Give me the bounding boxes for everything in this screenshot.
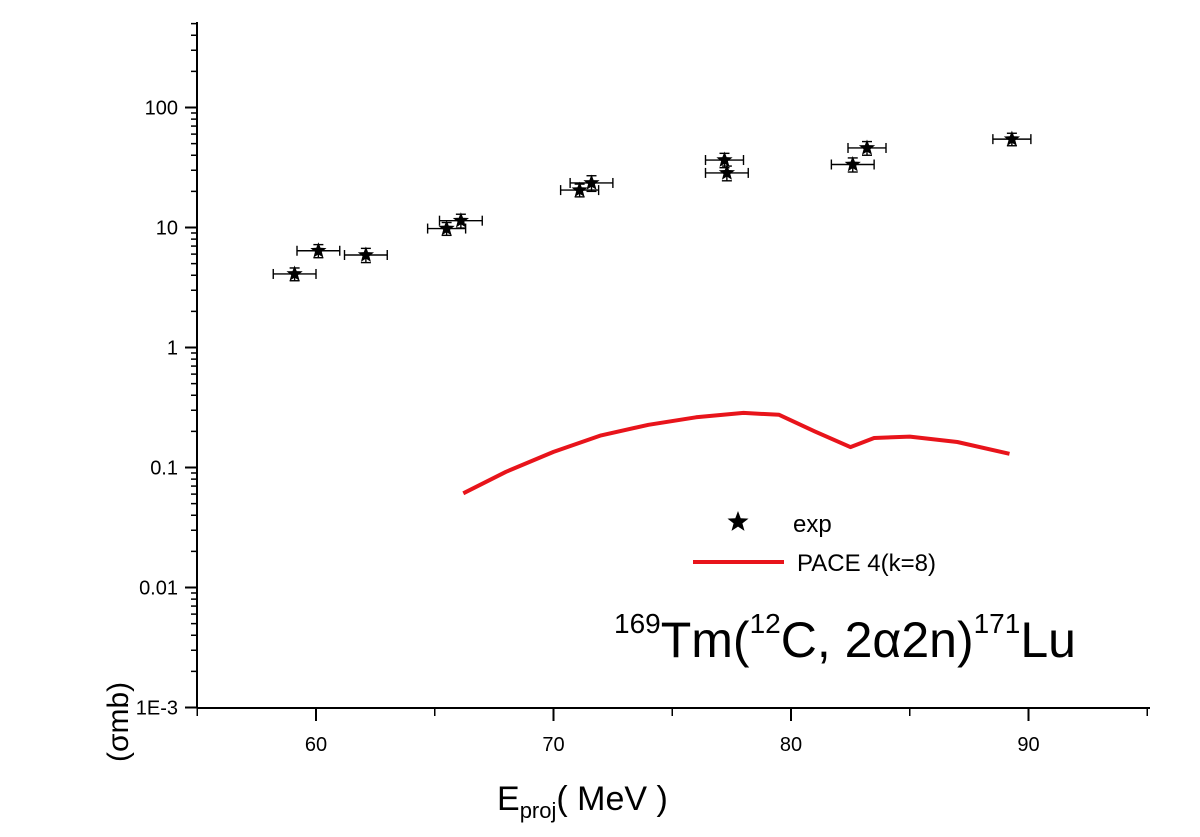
y-tick-label: 1: [167, 338, 178, 360]
exp-data-point: [830, 156, 875, 173]
y-tick-label: 100: [145, 98, 178, 120]
y-tick-label: 10: [156, 218, 178, 240]
star-marker: [357, 246, 374, 262]
star-marker: [438, 220, 455, 236]
exp-series: [272, 130, 1032, 282]
exp-data-point: [847, 139, 887, 156]
exp-data-point: [569, 174, 614, 193]
exp-data-point: [296, 242, 341, 259]
star-marker: [844, 156, 861, 172]
star-marker: [452, 212, 469, 228]
x-axis-label: Eproj( MeV ): [497, 780, 668, 823]
exp-data-point: [438, 212, 483, 229]
y-axis-label: (σmb): [102, 682, 135, 762]
y-ticks: 1E-3 0.01 0.1 1 10 100: [136, 22, 197, 720]
exp-data-point: [992, 130, 1032, 147]
x-axis-label-main: E: [497, 780, 520, 818]
star-marker: [310, 242, 327, 258]
reaction-text-part: Lu: [1020, 612, 1076, 668]
pace4-series: [462, 410, 1010, 496]
reaction-annotation: 169Tm(12C, 2α2n)171Lu: [614, 608, 1076, 668]
y-tick-label: 1E-3: [136, 698, 178, 720]
legend-item-exp: exp: [727, 511, 832, 538]
star-marker: [716, 151, 733, 167]
star-marker: [571, 181, 588, 197]
exp-data-point: [704, 164, 749, 182]
legend: exp PACE 4(k=8): [693, 511, 936, 577]
exp-data-point: [272, 265, 317, 282]
reaction-superscript: 12: [750, 608, 781, 639]
pace4-line: [462, 410, 1010, 496]
x-axis: 60 70 80 90: [196, 707, 1150, 756]
y-axis: 1E-3 0.01 0.1 1 10 100: [136, 22, 198, 720]
legend-label-pace4: PACE 4(k=8): [797, 550, 936, 577]
y-tick-label: 0.1: [150, 458, 178, 480]
y-tick-label: 0.01: [139, 578, 178, 600]
reaction-text-part: C, 2α2n): [781, 612, 974, 668]
x-tick-label: 80: [780, 734, 802, 756]
reaction-superscript: 171: [974, 608, 1021, 639]
legend-item-pace4: PACE 4(k=8): [693, 550, 936, 577]
reaction-superscript: 169: [614, 608, 661, 639]
x-ticks: 60 70 80 90: [196, 708, 1148, 756]
reaction-text-part: Tm(: [661, 612, 750, 668]
exp-data-point: [704, 151, 745, 169]
star-marker: [858, 139, 876, 155]
star-marker: [286, 265, 303, 281]
x-tick-label: 70: [542, 734, 564, 756]
star-marker: [583, 174, 600, 190]
x-axis-label-sub: proj: [520, 798, 557, 823]
x-tick-label: 60: [305, 734, 327, 756]
legend-label-exp: exp: [793, 511, 832, 538]
legend-star-marker: [727, 511, 749, 531]
exp-data-point: [343, 246, 388, 264]
star-marker: [718, 164, 735, 180]
exp-data-point: [559, 181, 600, 198]
x-axis-label-rest: ( MeV ): [556, 780, 667, 818]
x-tick-label: 90: [1017, 734, 1039, 756]
star-marker: [1003, 130, 1020, 146]
